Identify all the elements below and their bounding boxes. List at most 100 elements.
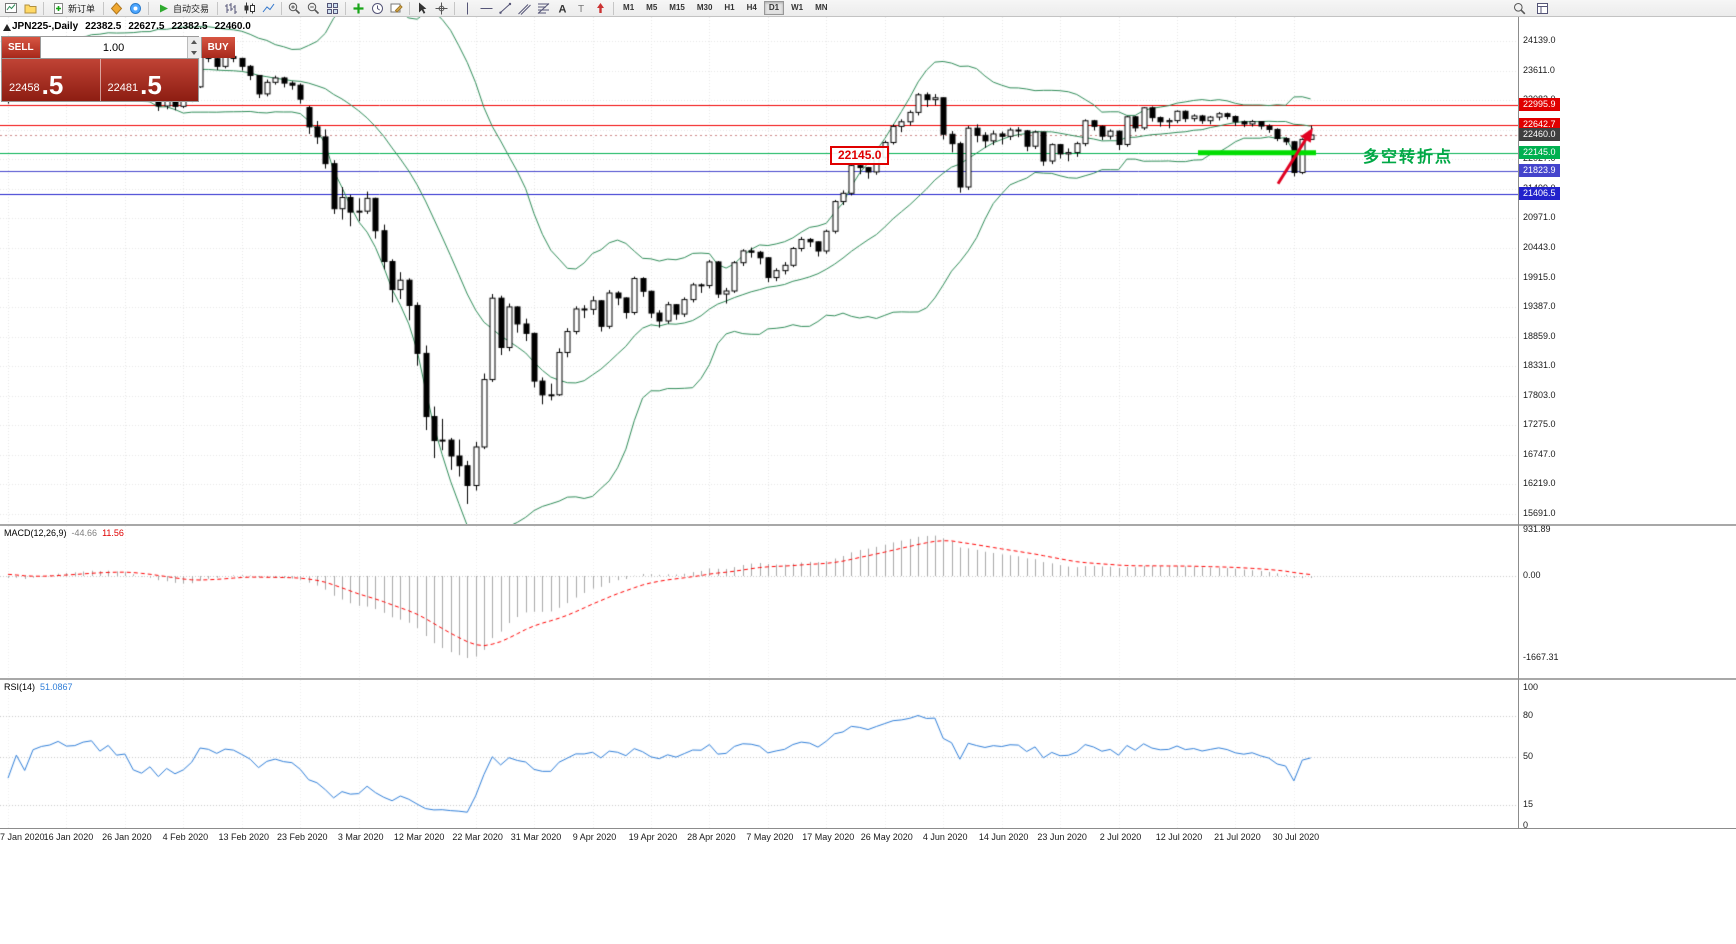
vertical-line-button[interactable] [458,0,477,17]
date-axis-label: 7 Jan 2020 [0,832,45,842]
label-tool-button[interactable]: T [572,0,591,17]
trendline-button[interactable] [496,0,515,17]
macd-axis-label: -1667.31 [1523,651,1559,662]
community-button[interactable] [126,0,145,17]
sell-price-main: 22458 [9,82,40,94]
arrows-tool-button[interactable] [591,0,610,17]
date-axis-label: 28 Apr 2020 [687,832,736,842]
toolbar-separator [409,1,411,15]
trade-panel-toggle-icon[interactable] [3,24,11,31]
toolbar-separator [43,1,44,15]
new-chart-button[interactable] [2,0,21,17]
date-axis-label: 26 Jan 2020 [102,832,152,842]
macd-signal-value: 11.56 [102,528,124,538]
macd-indicator-canvas[interactable] [0,526,1518,678]
search-button[interactable] [1510,0,1529,17]
high-value: 22627.5 [128,21,165,32]
macd-axis-label: 0.00 [1523,570,1541,580]
period-button[interactable] [368,0,387,17]
fibonacci-button[interactable] [534,0,553,17]
zoom-in-button[interactable] [285,0,304,17]
zoom-out-icon [307,2,320,14]
price-axis-label: 19387.0 [1523,301,1556,312]
vertical-line-icon [467,2,469,14]
tile-windows-icon [327,2,339,14]
arrows-tool-icon [597,2,605,13]
market-button[interactable] [107,0,126,17]
crosshair-button[interactable] [432,0,451,17]
channel-button[interactable] [515,0,534,17]
tile-windows-button[interactable] [323,0,342,17]
date-axis-label: 23 Feb 2020 [276,832,328,842]
date-axis-label: 14 Jun 2020 [978,832,1029,842]
date-axis-line [0,828,1736,829]
price-axis-label: 18331.0 [1523,360,1556,371]
timeframe-button-M15[interactable]: M15 [664,1,690,15]
svg-text:A: A [559,3,567,15]
sell-price-panel[interactable]: 22458 .5 [2,59,101,101]
text-tool-button[interactable]: A [553,0,572,17]
timeframe-button-H1[interactable]: H1 [719,1,739,15]
rsi-pane-separator[interactable] [0,678,1736,680]
timeframe-button-M5[interactable]: M5 [641,1,662,15]
bar-chart-button[interactable] [221,0,240,17]
ohlc-info-line: JPN225-,Daily 22382.5 22627.5 22382.5 22460.… [12,21,258,32]
date-axis-label: 16 Jan 2020 [43,832,94,842]
autotrade-button[interactable]: 自动交易 [152,0,214,17]
candlestick-chart-icon [244,2,256,13]
search-icon [1514,2,1526,14]
date-axis-label: 23 Jun 2020 [1037,832,1087,842]
main-chart-canvas[interactable] [0,17,1518,524]
close-value: 22460.0 [214,21,251,32]
horizontal-line-button[interactable] [477,0,496,17]
buy-button[interactable]: BUY [201,37,235,58]
timeframe-button-M1[interactable]: M1 [618,1,639,15]
candlestick-chart-button[interactable] [240,0,259,17]
zoom-out-button[interactable] [304,0,323,17]
profiles-icon [24,4,37,13]
date-axis-label: 12 Mar 2020 [393,832,445,842]
volume-down-icon[interactable] [187,47,201,58]
volume-field [39,37,202,58]
price-axis-label: 20443.0 [1523,241,1556,252]
date-axis-label: 22 Mar 2020 [452,832,503,842]
date-axis-label: 30 Jul 2020 [1272,832,1320,842]
svg-text:T: T [578,4,584,15]
buy-price-panel[interactable]: 22481 .5 [101,59,199,101]
data-window-button[interactable] [1533,0,1552,17]
toolbar-separator [454,1,456,15]
timeframe-button-W1[interactable]: W1 [786,1,808,15]
data-window-icon [1537,2,1548,14]
date-axis-label: 13 Feb 2020 [218,832,270,842]
sell-price-pips: .5 [41,70,64,100]
new-order-button[interactable]: 新订单 [47,0,100,17]
rsi-value: 51.0867 [40,682,73,692]
price-axis-line [1518,17,1519,829]
buy-price-pips: .5 [140,70,162,100]
cursor-button[interactable] [413,0,432,17]
timeframe-button-MN[interactable]: MN [810,1,832,15]
trade-panel-top-row: SELL BUY [2,37,235,59]
volume-input[interactable] [40,37,187,58]
timeframe-button-H4[interactable]: H4 [742,1,762,15]
line-chart-button[interactable] [259,0,278,17]
indicators-button[interactable] [349,0,368,17]
profiles-button[interactable] [21,0,40,17]
sell-button[interactable]: SELL [2,37,40,58]
new-order-label: 新订单 [68,3,96,14]
volume-stepper [186,37,201,58]
template-button[interactable] [387,0,406,17]
date-axis-label: 7 May 2020 [746,832,794,842]
timeframe-button-D1[interactable]: D1 [763,1,785,15]
price-tag: 21823.9 [1519,163,1560,177]
rsi-axis-label: 50 [1523,751,1534,761]
timeframe-button-M30[interactable]: M30 [692,1,718,15]
toolbar-separator [217,1,219,15]
volume-up-icon[interactable] [187,37,201,48]
trade-panel-prices: 22458 .5 22481 .5 [2,59,198,101]
rsi-indicator-canvas[interactable] [0,680,1518,828]
price-axis-label: 24139.0 [1523,35,1556,45]
macd-pane-separator[interactable] [0,524,1736,526]
price-axis-label: 19915.0 [1523,271,1556,282]
